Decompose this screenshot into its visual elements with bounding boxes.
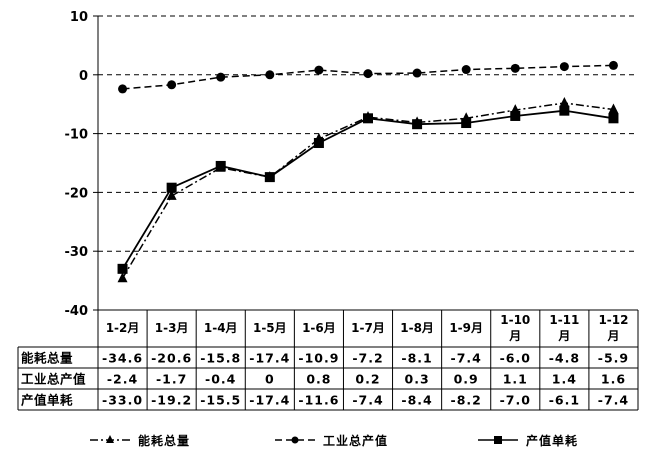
triangle-marker [559, 97, 570, 108]
data-label: -20.6 [151, 351, 192, 366]
series-line-3 [121, 109, 614, 270]
category-label: 1-3月 [155, 321, 189, 335]
data-label: -15.8 [200, 351, 241, 366]
square-marker [363, 113, 373, 124]
category-label: 月 [557, 329, 570, 343]
square-marker [494, 436, 502, 444]
y-tick-label: -30 [65, 245, 89, 260]
circle-marker [510, 63, 520, 73]
y-tick-label: -10 [65, 128, 89, 143]
circle-marker [118, 84, 128, 94]
data-label: -6.0 [500, 351, 531, 366]
category-label: 1-2月 [106, 321, 140, 335]
category-label: 1-8月 [400, 321, 434, 335]
legend-label: 产值单耗 [526, 433, 578, 448]
data-label: -4.8 [549, 351, 580, 366]
category-label: 月 [606, 329, 619, 343]
data-label: -1.7 [156, 372, 187, 387]
category-label: 1-10 [500, 313, 530, 327]
square-marker [117, 263, 128, 274]
square-marker [461, 118, 472, 129]
grid [98, 15, 638, 252]
data-label: 0.3 [405, 372, 430, 387]
data-table: 1-2月 1-3月 1-4月 1-5月 1-6月 1-7月 1-8月 1-9月 1-10 月 1-1… [17, 309, 639, 411]
data-label: 0.8 [306, 372, 331, 387]
category-label: 1-9月 [449, 321, 483, 335]
circle-marker [559, 62, 569, 72]
square-marker [412, 119, 423, 130]
category-label: 1-5月 [253, 321, 287, 335]
data-label: -17.4 [249, 351, 290, 366]
square-marker [608, 113, 619, 124]
y-tick-label: -40 [65, 304, 89, 319]
data-label: -11.6 [298, 393, 339, 408]
data-label: 1.6 [601, 372, 626, 387]
data-label: 1.4 [552, 372, 577, 387]
data-label: -8.2 [451, 393, 482, 408]
circle-marker [265, 70, 275, 80]
data-label: -8.4 [401, 393, 432, 408]
category-label: 1-12 [598, 313, 628, 327]
data-label: -33.0 [102, 393, 143, 408]
data-label: -7.4 [598, 393, 629, 408]
y-tick-label: 0 [79, 69, 88, 84]
circle-marker [412, 68, 422, 78]
category-label: 月 [508, 329, 521, 343]
data-label: -17.4 [249, 393, 290, 408]
square-marker [215, 160, 226, 171]
table-series-name: 能耗总量 [21, 351, 73, 366]
data-label: -34.6 [102, 351, 143, 366]
table-series-name: 工业总产值 [21, 372, 86, 387]
circle-marker [363, 69, 373, 79]
data-label: -2.4 [107, 372, 138, 387]
triangle-marker [166, 189, 177, 200]
square-marker [510, 110, 521, 121]
circle-marker [461, 65, 471, 75]
circle-marker [167, 80, 177, 90]
data-label: -6.1 [549, 393, 580, 408]
data-label: -7.4 [352, 393, 383, 408]
data-label: -8.1 [401, 351, 432, 366]
triangle-marker [608, 103, 619, 114]
y-tick-label: -20 [65, 186, 89, 201]
table-series-name: 产值单耗 [21, 393, 73, 408]
plot-area [117, 60, 619, 283]
category-label: 1-6月 [302, 321, 336, 335]
data-label: 0 [265, 372, 275, 387]
circle-marker [216, 72, 226, 82]
data-label: -15.5 [200, 393, 241, 408]
category-label: 1-7月 [351, 321, 385, 335]
category-label: 1-4月 [204, 321, 238, 335]
data-label: -19.2 [151, 393, 192, 408]
data-label: 0.2 [355, 372, 380, 387]
circle-marker [314, 65, 324, 75]
data-label: -7.2 [352, 351, 383, 366]
legend-label: 能耗总量 [138, 433, 190, 448]
square-marker [166, 182, 177, 193]
y-axis: -40 -30 -20 -10 0 10 [65, 10, 99, 319]
circle-marker [608, 60, 618, 70]
square-marker [559, 105, 570, 116]
category-label: 1-11 [549, 313, 579, 327]
data-label: 1.1 [503, 372, 528, 387]
square-marker [264, 172, 275, 183]
series-line-1 [121, 102, 614, 279]
data-label: 0.9 [454, 372, 479, 387]
circle-marker [291, 436, 299, 444]
data-label: -10.9 [298, 351, 339, 366]
data-label: -5.9 [598, 351, 629, 366]
square-marker [313, 138, 324, 149]
y-tick-label: 10 [70, 10, 88, 25]
data-label: -0.4 [205, 372, 236, 387]
data-label: -7.4 [451, 351, 482, 366]
triangle-marker [117, 272, 128, 283]
legend: 能耗总量 工业总产值 产值单耗 [90, 433, 578, 448]
legend-label: 工业总产值 [323, 433, 388, 448]
data-label: -7.0 [500, 393, 531, 408]
triangle-marker [106, 435, 114, 443]
